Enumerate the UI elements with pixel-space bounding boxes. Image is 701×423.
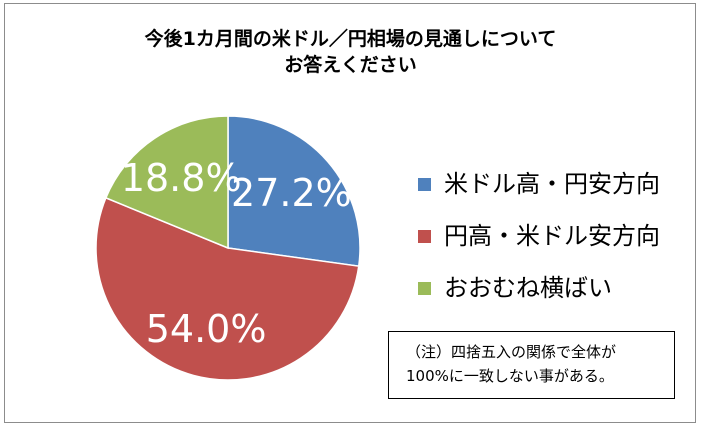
chart-title-line-2: お答えください: [284, 54, 417, 76]
legend-label: 米ドル高・円安方向: [444, 170, 660, 198]
rounding-note: （注）四捨五入の関係で全体が 100%に一致しない事がある。: [388, 331, 675, 399]
pie-slice-yen-up: [95, 196, 360, 381]
pie-label-flat: 18.8%: [121, 156, 242, 200]
pie-label-yen-up: 54.0%: [146, 307, 267, 351]
pie-chart: 27.2% 54.0% 18.8%: [95, 115, 361, 381]
legend-swatch: [418, 282, 431, 295]
legend-label: 円高・米ドル安方向: [444, 222, 660, 250]
legend-swatch: [418, 178, 431, 191]
pie-slice-flat: [104, 115, 229, 250]
pie-label-usd-up: 27.2%: [231, 171, 352, 215]
chart-title-line-1: 今後1カ月間の米ドル／円相場の見通しについて: [144, 28, 557, 50]
note-line-2: 100%に一致しない事がある。: [406, 367, 614, 385]
pie-slice-usd-up: [227, 115, 361, 268]
chart-title: 今後1カ月間の米ドル／円相場の見通しについて お答えください: [0, 26, 701, 78]
legend-label: おおむね横ばい: [444, 274, 612, 302]
note-line-1: （注）四捨五入の関係で全体が: [406, 343, 617, 361]
legend-swatch: [418, 230, 431, 243]
